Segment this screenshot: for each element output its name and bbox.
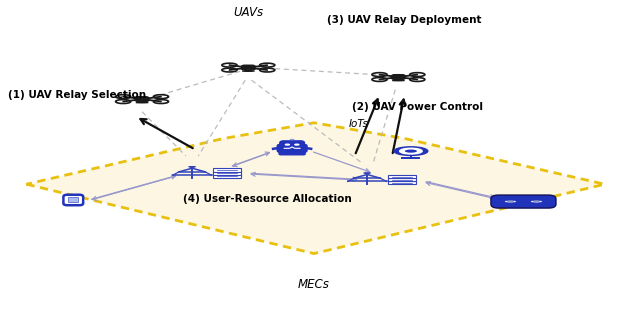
FancyBboxPatch shape bbox=[241, 65, 255, 70]
Ellipse shape bbox=[140, 100, 144, 101]
FancyBboxPatch shape bbox=[389, 178, 416, 181]
Text: (4) User-Resource Allocation: (4) User-Resource Allocation bbox=[183, 194, 352, 204]
FancyBboxPatch shape bbox=[280, 141, 305, 148]
FancyBboxPatch shape bbox=[391, 75, 405, 80]
FancyBboxPatch shape bbox=[68, 197, 78, 202]
Ellipse shape bbox=[396, 78, 401, 79]
Ellipse shape bbox=[507, 201, 514, 202]
FancyBboxPatch shape bbox=[214, 175, 241, 178]
FancyBboxPatch shape bbox=[214, 169, 241, 172]
FancyBboxPatch shape bbox=[214, 171, 241, 175]
Ellipse shape bbox=[295, 144, 299, 145]
Ellipse shape bbox=[285, 144, 290, 145]
Text: MECs: MECs bbox=[298, 278, 330, 291]
Ellipse shape bbox=[405, 149, 417, 153]
Text: (3) UAV Relay Deployment: (3) UAV Relay Deployment bbox=[327, 16, 481, 25]
FancyBboxPatch shape bbox=[63, 195, 83, 205]
Ellipse shape bbox=[531, 200, 543, 203]
FancyBboxPatch shape bbox=[135, 97, 149, 101]
Text: UAVs: UAVs bbox=[233, 6, 263, 18]
Text: IoTs: IoTs bbox=[349, 120, 368, 129]
Ellipse shape bbox=[394, 147, 428, 156]
FancyBboxPatch shape bbox=[389, 175, 416, 178]
Text: (1) UAV Relay Selection: (1) UAV Relay Selection bbox=[8, 90, 146, 100]
FancyBboxPatch shape bbox=[491, 195, 556, 208]
Text: (2) UAV Power Control: (2) UAV Power Control bbox=[352, 102, 482, 112]
Ellipse shape bbox=[504, 200, 516, 203]
FancyBboxPatch shape bbox=[277, 144, 307, 152]
Polygon shape bbox=[26, 123, 605, 253]
Ellipse shape bbox=[291, 140, 293, 141]
Ellipse shape bbox=[399, 148, 422, 154]
Ellipse shape bbox=[533, 201, 540, 202]
FancyBboxPatch shape bbox=[389, 181, 416, 184]
FancyBboxPatch shape bbox=[279, 152, 305, 155]
